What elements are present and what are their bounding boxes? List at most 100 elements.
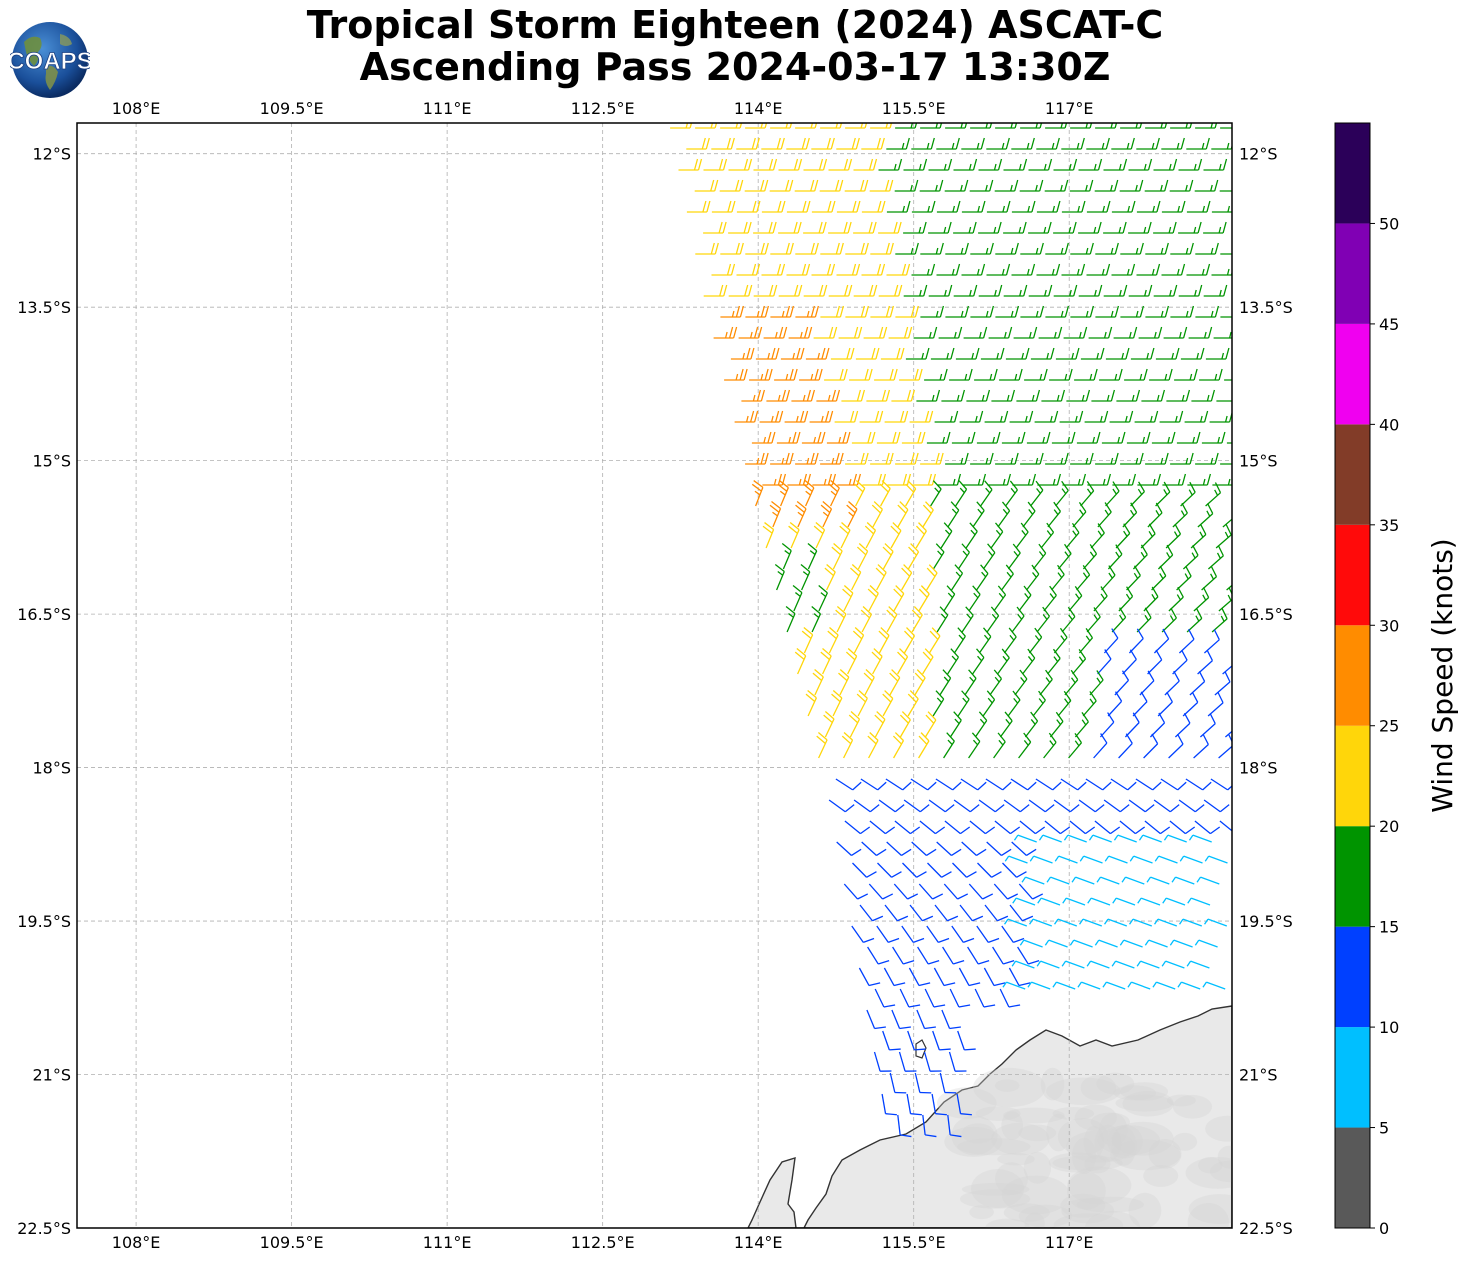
wind-barb <box>1132 691 1148 717</box>
wind-barb <box>888 326 913 339</box>
land-shade <box>1046 1113 1071 1152</box>
wind-barb <box>776 431 801 444</box>
wind-barb <box>899 368 923 381</box>
land-shade <box>1122 1090 1174 1117</box>
wind-barb <box>1094 820 1121 835</box>
lat-tick-label-right: 13.5°S <box>1239 298 1293 317</box>
wind-barb <box>812 669 824 696</box>
wind-barb <box>1063 834 1087 843</box>
wind-barb <box>1147 649 1163 675</box>
wind-barb <box>1008 967 1031 987</box>
wind-barb <box>1051 431 1076 444</box>
wind-barb <box>788 326 813 339</box>
wind-barb <box>982 690 996 717</box>
wind-barb <box>1176 431 1201 444</box>
wind-barb <box>1061 606 1076 633</box>
wind-barb <box>844 179 869 192</box>
wind-barb <box>1080 481 1095 507</box>
wind-barb <box>794 179 819 192</box>
wind-barb <box>1036 263 1061 276</box>
wind-barb <box>867 585 879 612</box>
wind-barb <box>959 410 984 423</box>
wind-barb <box>1203 221 1227 234</box>
australia-landmass <box>747 1005 1232 1228</box>
wind-barb <box>1110 778 1137 791</box>
land-shade <box>1128 1192 1162 1228</box>
wind-barb <box>901 564 913 591</box>
wind-barb <box>982 543 996 570</box>
lat-tick-label-left: 22.5°S <box>17 1219 71 1238</box>
wind-barb <box>1128 158 1153 171</box>
wind-barb <box>1057 543 1072 570</box>
wind-barb <box>943 732 955 759</box>
wind-barb <box>1030 480 1044 507</box>
wind-barb <box>903 799 930 813</box>
wind-barb <box>999 368 1023 381</box>
wind-barb <box>755 347 780 360</box>
colorbar-tick-label: 30 <box>1379 616 1399 635</box>
wind-barb <box>1113 834 1137 843</box>
wind-barb <box>909 904 934 922</box>
wind-barb <box>1220 463 1232 465</box>
wind-barb <box>878 284 903 297</box>
land-shade <box>1209 1160 1232 1183</box>
wind-barb <box>1072 648 1087 675</box>
wind-barb <box>713 326 738 339</box>
wind-barb <box>1070 123 1093 129</box>
wind-barb <box>936 200 961 213</box>
colorbar-tick-label: 35 <box>1379 516 1399 535</box>
wind-barb <box>1039 669 1053 696</box>
wind-barb <box>1016 389 1041 402</box>
wind-barb <box>1103 799 1130 813</box>
wind-barb <box>802 480 815 507</box>
land-shade <box>1061 1198 1115 1224</box>
wind-barb <box>974 988 996 1008</box>
wind-barb <box>694 179 719 192</box>
wind-barb <box>997 648 1010 675</box>
wind-barb <box>780 347 805 360</box>
colorbar-bin <box>1335 926 1370 1028</box>
wind-barb <box>841 732 854 759</box>
wind-barb <box>1226 442 1232 444</box>
land-shade <box>1187 1202 1230 1228</box>
wind-barb <box>1157 691 1173 717</box>
wind-barb <box>761 200 786 213</box>
wind-barb <box>968 585 981 612</box>
wind-barb <box>920 452 944 465</box>
wind-barb <box>820 123 843 129</box>
wind-barb <box>1141 389 1166 402</box>
wind-barb <box>853 158 878 171</box>
wind-barb <box>1049 711 1064 738</box>
wind-barb <box>1203 158 1228 171</box>
wind-barb <box>795 242 819 255</box>
wind-barb <box>1086 137 1110 150</box>
wind-barb <box>948 1051 967 1072</box>
land-shade <box>951 1115 998 1156</box>
land-shade <box>994 1162 1029 1195</box>
wind-barb <box>734 410 759 423</box>
wind-barb <box>928 627 941 654</box>
wind-barb <box>972 501 985 528</box>
wind-barb <box>1202 981 1226 990</box>
wind-barb <box>753 158 778 171</box>
wind-barb <box>1191 389 1216 402</box>
wind-barb <box>1088 326 1113 339</box>
wind-barb <box>957 543 970 570</box>
wind-barb <box>795 123 818 129</box>
wind-barb <box>1119 179 1144 192</box>
wind-barb <box>1136 960 1160 969</box>
wind-barb <box>939 1072 957 1094</box>
wind-barb <box>926 431 951 444</box>
wind-barb <box>1224 379 1232 381</box>
wind-barb <box>893 585 905 612</box>
wind-barb <box>770 123 793 129</box>
lat-tick-label-left: 21°S <box>32 1066 71 1085</box>
wind-barb <box>828 221 852 234</box>
wind-barb <box>945 242 969 255</box>
land-shade <box>961 1123 995 1144</box>
land-shade <box>975 1106 1021 1121</box>
wind-barb <box>978 799 1005 813</box>
wind-barb <box>1145 452 1169 465</box>
wind-barb <box>820 305 845 318</box>
wind-barb <box>1038 834 1062 843</box>
